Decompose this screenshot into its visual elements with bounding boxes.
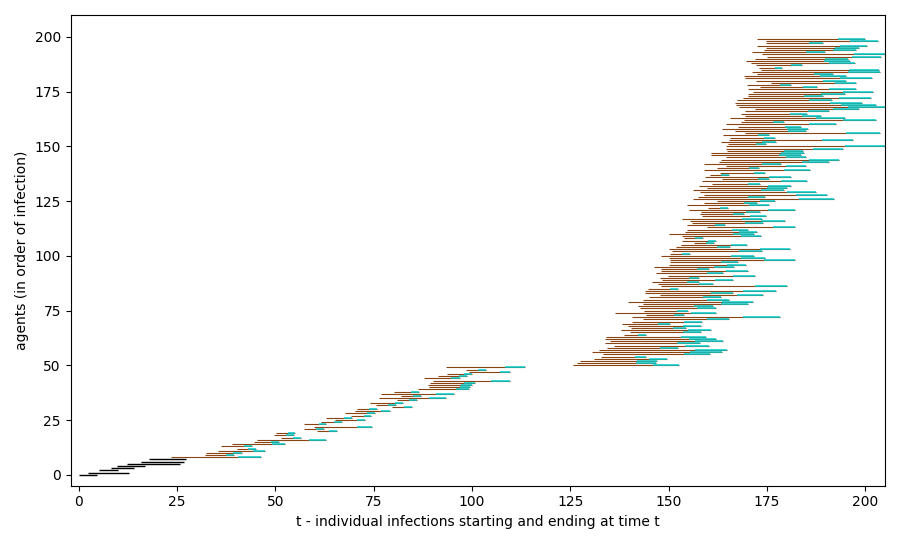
- Y-axis label: agents (in order of infection): agents (in order of infection): [15, 151, 29, 350]
- X-axis label: t - individual infections starting and ending at time t: t - individual infections starting and e…: [296, 515, 660, 529]
